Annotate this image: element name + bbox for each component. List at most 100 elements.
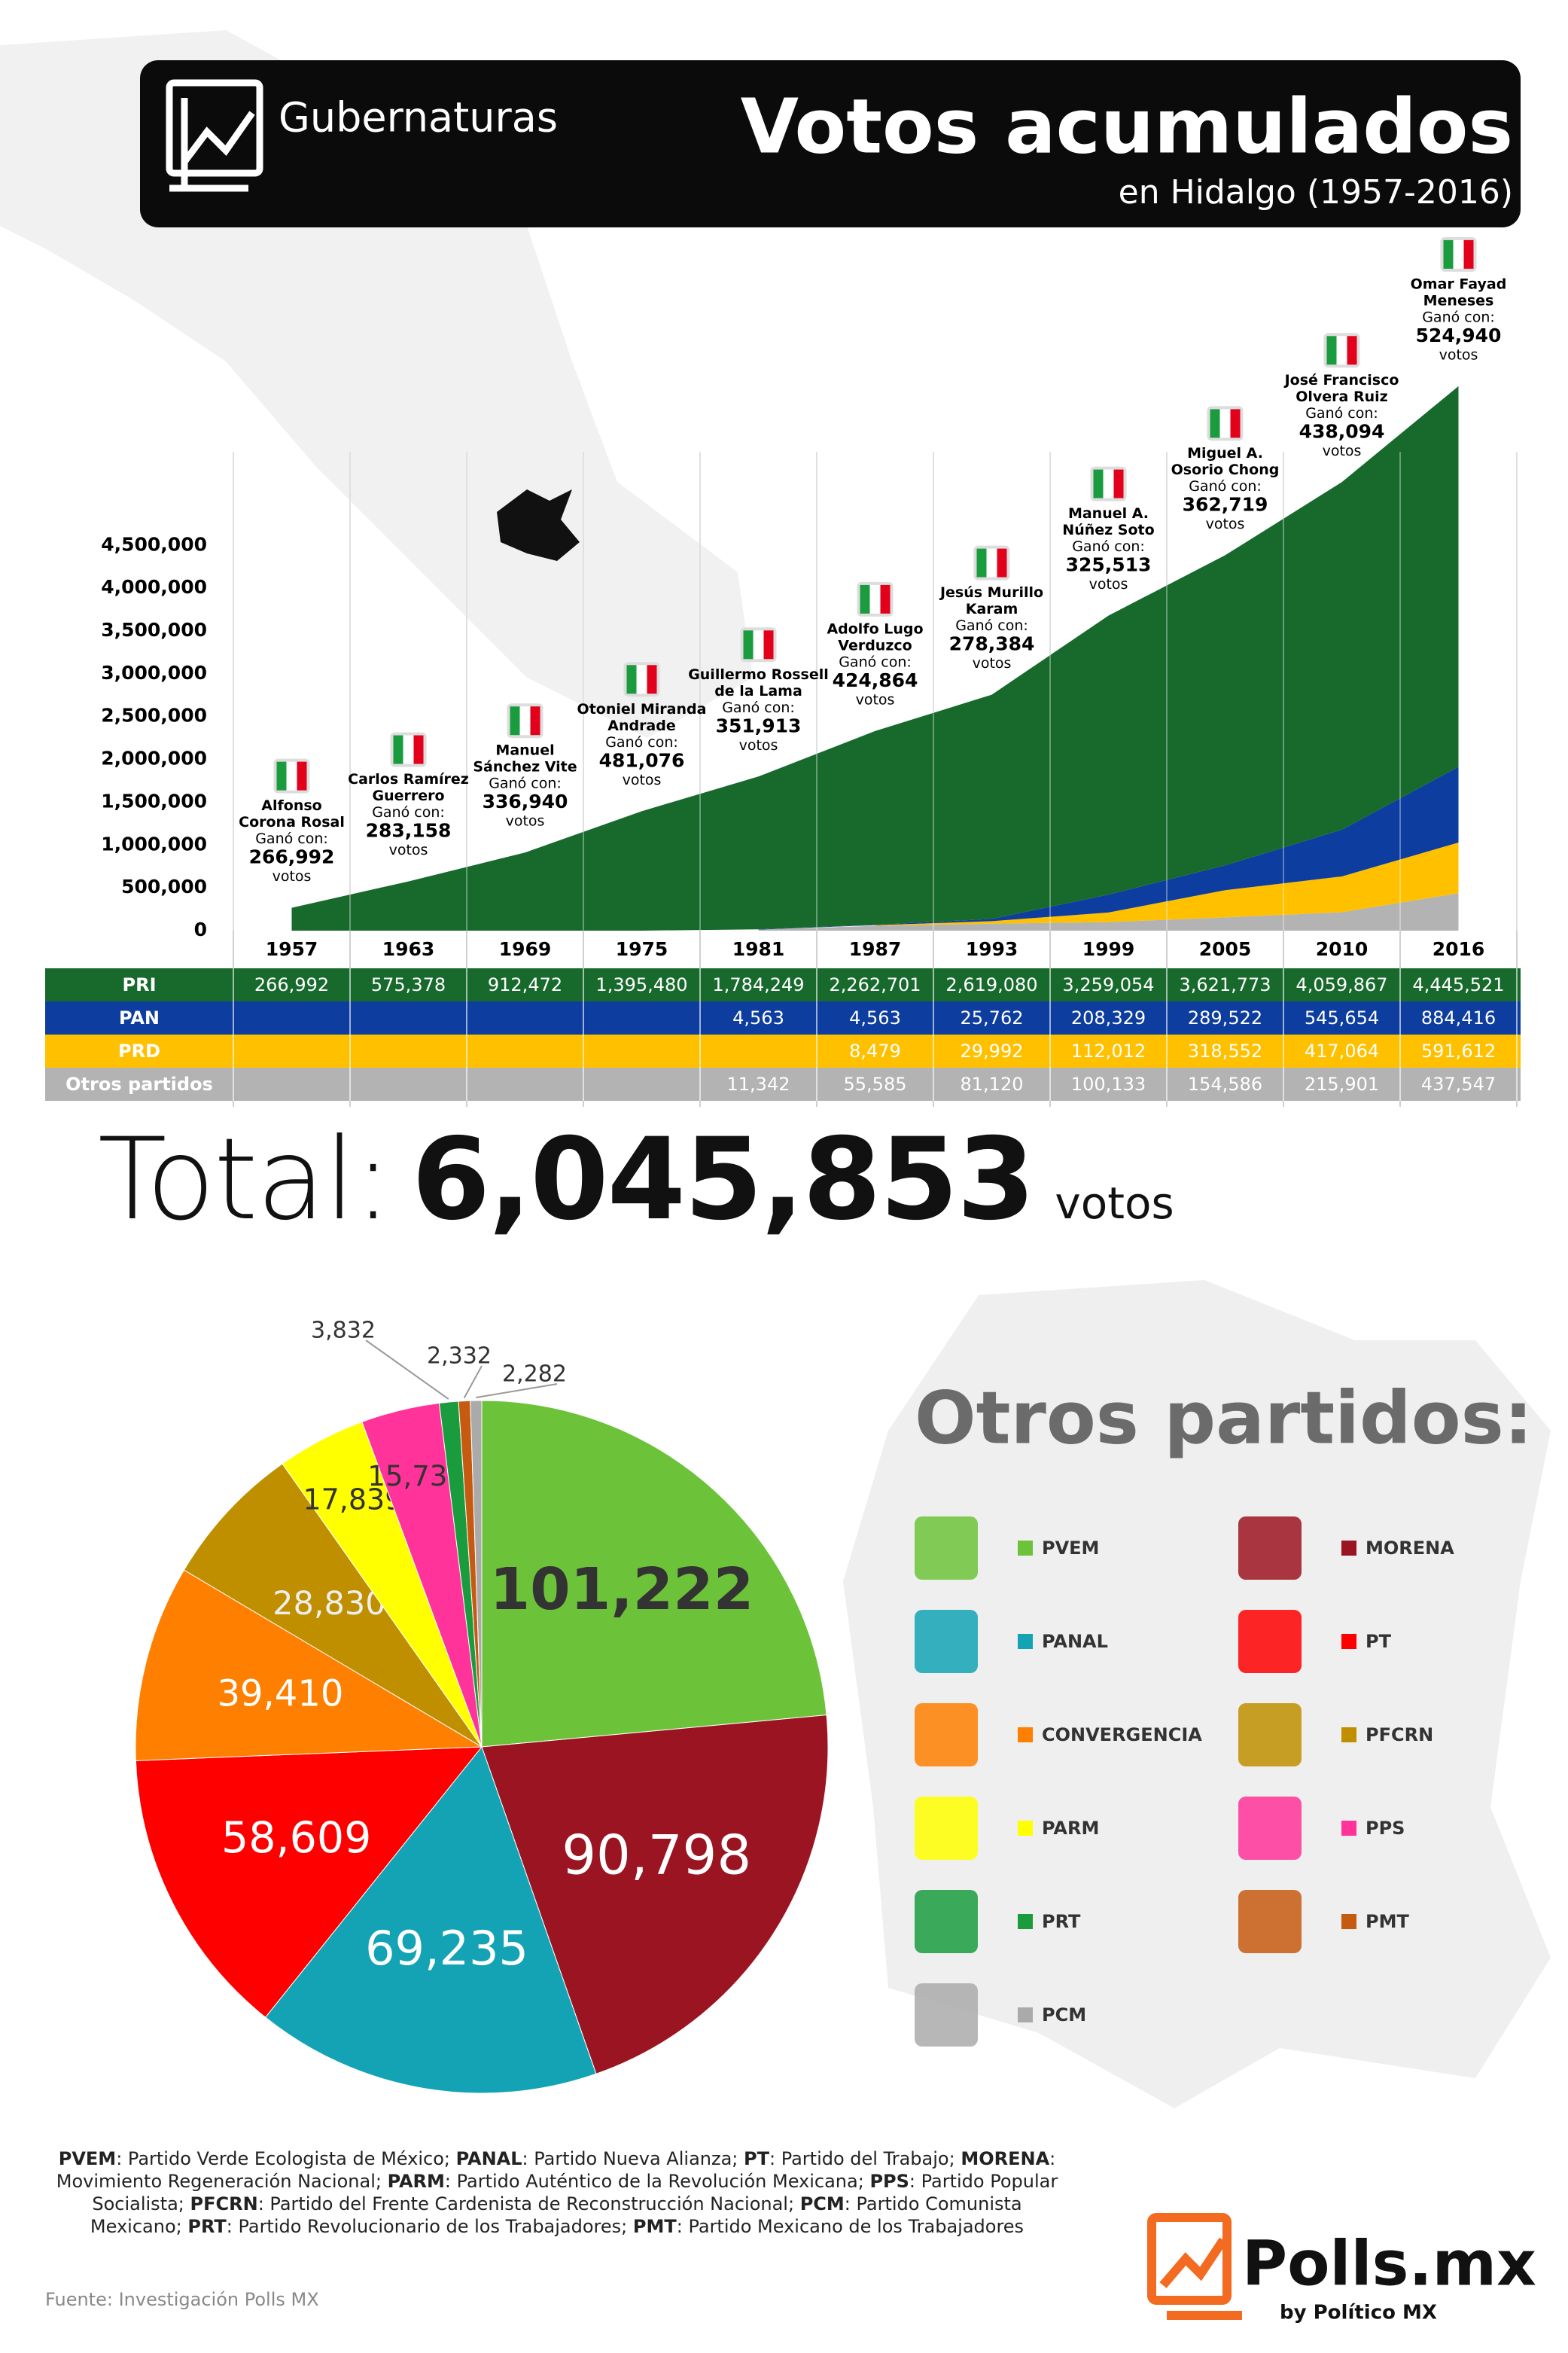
winner-votes: 424,864 [833, 669, 918, 691]
party-logo [1090, 466, 1127, 501]
winner-unit: votos [272, 868, 312, 885]
legend-swatch [1018, 1914, 1033, 1929]
source: Fuente: Investigación Polls MX [45, 2289, 319, 2310]
logo-stripe [1113, 469, 1124, 498]
winner-name: Meneses [1423, 292, 1494, 309]
winner-name: Miguel A. [1187, 445, 1263, 462]
footnote-abbr: PCM [799, 2193, 845, 2214]
winner-name: José Francisco [1283, 372, 1399, 389]
winner-votes: 336,940 [483, 791, 568, 812]
pie-label: 58,609 [221, 1813, 371, 1863]
logo-stripe [530, 706, 540, 736]
pie-label: 90,798 [562, 1824, 751, 1887]
y-tick-label: 1,000,000 [101, 833, 207, 855]
table-cell: 1,784,249 [712, 974, 804, 995]
winner-won-label: Ganó con: [255, 831, 328, 847]
winner-unit: votos [739, 737, 778, 754]
table-cell: 25,762 [961, 1007, 1024, 1029]
legend-label: PANAL [1042, 1631, 1108, 1652]
footnote-abbr: PVEM [58, 2148, 117, 2169]
footnote-text: : Partido del Frente Cardenista de Recon… [257, 2193, 795, 2214]
logo-stripe [986, 548, 997, 578]
row-label: Otros partidos [65, 1074, 213, 1095]
winner-name: Andrade [607, 718, 676, 734]
pie-label: 69,235 [365, 1921, 528, 1976]
table-cell: 3,621,773 [1179, 974, 1271, 995]
winner-name: Omar Fayad [1411, 276, 1507, 292]
footnote-text: : Partido Comunista Mexicano; [90, 2193, 1022, 2237]
footnote-text: : Partido Revolucionario de los Trabajad… [226, 2216, 628, 2237]
winner-votes: 325,513 [1066, 554, 1152, 576]
brand-tagline: by Político MX [1280, 2302, 1437, 2324]
legend-swatch [1018, 1541, 1033, 1556]
total-label: Total: [98, 1114, 392, 1245]
logo-stripe [869, 584, 881, 614]
legend-swatch [1018, 1821, 1033, 1836]
pie-label: 28,830 [272, 1585, 385, 1623]
y-tick-label: 1,500,000 [101, 790, 207, 812]
footnote-abbr: PT [744, 2148, 769, 2169]
winner-name: Corona Rosal [239, 814, 345, 831]
y-tick-label: 2,500,000 [101, 705, 207, 727]
winner-votes: 266,992 [249, 846, 335, 868]
logo-stripe [753, 630, 764, 660]
party-logo [1323, 333, 1360, 368]
area [758, 767, 1459, 930]
footnote-abbr: MORENA [961, 2148, 1050, 2169]
logo-stripe [1230, 409, 1241, 438]
pie-slice [135, 1746, 483, 2018]
header-title: Votos acumulados [741, 82, 1513, 170]
logo-stripe [1347, 336, 1357, 365]
party-icon [915, 1703, 978, 1766]
table-cell: 591,612 [1421, 1041, 1496, 1062]
winner-won-label: Ganó con: [1189, 478, 1262, 495]
legend-label: PARM [1042, 1818, 1099, 1839]
x-tick-label: 1975 [616, 938, 668, 960]
logo-stripe [743, 630, 754, 660]
header-subtitle: en Hidalgo (1957-2016) [1119, 173, 1513, 212]
logo-stripe [626, 665, 637, 694]
y-tick-label: 4,000,000 [101, 576, 207, 598]
logo-stripe [647, 665, 657, 694]
winner-name: Alfonso [261, 797, 321, 814]
winner-name: Verduzco [838, 637, 912, 654]
legend-swatch [1018, 1727, 1033, 1742]
table-cell: 11,342 [727, 1074, 790, 1095]
area [758, 893, 1459, 931]
logo-stripe [763, 630, 774, 660]
winner-name: Jesús Murillo [939, 584, 1043, 601]
winner-unit: votos [1206, 516, 1245, 532]
logo-stripe [860, 584, 870, 614]
winner-won-label: Ganó con: [955, 617, 1028, 634]
party-icon [1238, 1610, 1302, 1673]
winner-won-label: Ganó con: [372, 804, 445, 821]
header-bar [140, 60, 1521, 227]
x-tick-label: 1993 [966, 938, 1018, 960]
footnote-text: : Partido del Trabajo; [769, 2148, 955, 2169]
winner-unit: votos [973, 655, 1012, 672]
winner-won-label: Ganó con: [839, 654, 912, 670]
party-logo [857, 581, 894, 617]
footnote-abbr: PANAL [455, 2148, 522, 2169]
winner-unit: votos [623, 772, 662, 788]
y-tick-label: 500,000 [121, 876, 207, 898]
logo-stripe [997, 548, 1007, 578]
table-cell: 4,445,521 [1412, 974, 1504, 995]
table-cell: 29,992 [961, 1041, 1024, 1062]
total-unit: votos [1055, 1178, 1174, 1229]
winner-votes: 283,158 [366, 820, 452, 842]
table-row [45, 1001, 1521, 1035]
pie-slice [470, 1400, 483, 1748]
legend-swatch [1341, 1821, 1356, 1836]
table-cell: 154,586 [1188, 1074, 1262, 1095]
winner-unit: votos [1323, 443, 1362, 459]
winner-name: Olvera Ruiz [1296, 389, 1387, 405]
leader-line [476, 1383, 558, 1399]
party-icon [915, 1983, 978, 2047]
table-cell: 81,120 [961, 1074, 1024, 1095]
y-tick-label: 0 [194, 919, 207, 940]
x-tick-label: 1969 [499, 938, 552, 960]
logo-stripe [519, 706, 531, 736]
footnote-abbr: PPS [869, 2171, 909, 2192]
logo-stripe [403, 735, 414, 764]
